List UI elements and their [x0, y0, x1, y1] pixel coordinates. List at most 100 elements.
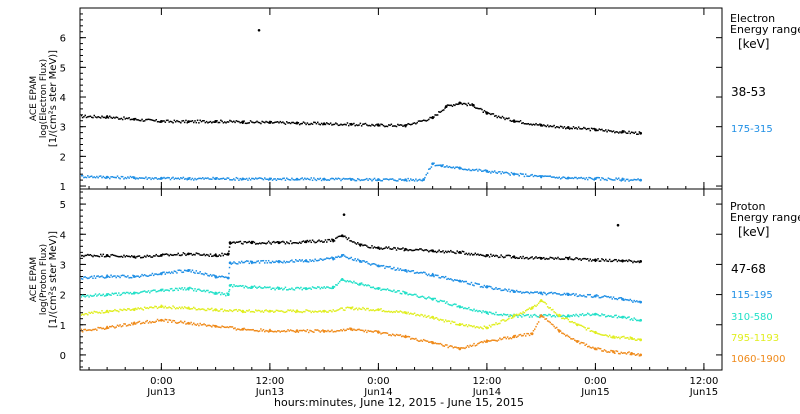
data-dot	[572, 177, 575, 180]
data-dot	[431, 272, 434, 275]
data-dot	[484, 326, 487, 329]
data-dot	[447, 250, 449, 253]
data-dot	[539, 300, 541, 303]
data-dot	[125, 325, 128, 327]
data-dot	[261, 310, 263, 312]
data-dot	[482, 170, 484, 172]
data-dot	[238, 309, 240, 311]
data-dot	[435, 274, 438, 277]
legend-entry-175-315: 175-315	[731, 124, 773, 135]
data-dot	[221, 292, 223, 294]
data-dot	[608, 296, 611, 299]
data-dot	[532, 314, 535, 316]
data-dot	[535, 122, 537, 125]
data-dot	[205, 177, 208, 180]
data-dot	[97, 176, 99, 179]
data-dot	[149, 118, 151, 121]
data-dot	[490, 286, 492, 288]
data-dot	[535, 175, 537, 177]
data-dot	[202, 120, 204, 122]
data-dot	[336, 236, 338, 239]
data-dot	[438, 300, 440, 303]
data-dot	[192, 271, 195, 274]
data-dot	[332, 240, 334, 243]
data-dot	[324, 123, 327, 126]
data-dot	[322, 259, 324, 261]
data-dot	[602, 177, 604, 180]
data-dot	[509, 290, 511, 293]
data-dot	[368, 330, 371, 333]
data-dot	[512, 289, 514, 292]
data-dot	[488, 285, 491, 288]
data-dot	[519, 290, 522, 293]
data-dot	[439, 251, 442, 253]
data-dot	[501, 115, 504, 118]
data-dot	[251, 310, 253, 313]
data-dot	[509, 119, 511, 122]
data-dot	[430, 275, 433, 277]
data-dot	[561, 294, 563, 296]
data-dot	[161, 305, 164, 308]
data-dot	[391, 311, 394, 314]
data-dot	[420, 313, 422, 316]
data-dot	[440, 343, 443, 346]
data-dot	[499, 256, 501, 258]
data-dot	[444, 166, 447, 168]
data-dot	[549, 314, 551, 316]
data-dot	[413, 180, 416, 182]
data-dot	[154, 255, 156, 257]
data-dot	[335, 284, 337, 286]
data-dot	[408, 336, 411, 338]
data-dot	[602, 334, 604, 336]
data-dot	[546, 258, 549, 260]
data-dot	[530, 256, 532, 259]
data-dot	[617, 177, 620, 179]
data-dot	[615, 258, 617, 261]
data-dot	[258, 262, 261, 264]
data-dot	[163, 176, 165, 179]
data-dot	[630, 318, 633, 320]
data-dot	[632, 319, 634, 321]
data-dot	[422, 271, 425, 273]
data-dot	[394, 269, 396, 271]
data-dot	[471, 325, 474, 328]
data-dot	[187, 120, 190, 123]
data-dot	[375, 263, 377, 266]
data-dot	[549, 256, 551, 259]
data-dot	[332, 123, 334, 126]
data-dot	[362, 306, 364, 309]
data-dot	[326, 122, 328, 124]
data-dot	[185, 254, 187, 257]
data-dot	[83, 176, 85, 179]
data-dot	[376, 246, 378, 249]
data-dot	[229, 261, 231, 263]
data-dot	[233, 120, 235, 123]
data-dot	[540, 124, 542, 126]
data-dot	[137, 307, 139, 309]
data-dot	[320, 179, 323, 182]
data-dot	[470, 309, 473, 311]
data-dot	[496, 172, 499, 174]
data-dot	[274, 261, 276, 263]
data-dot	[155, 290, 158, 293]
data-dot	[539, 256, 541, 259]
data-dot	[428, 273, 430, 276]
data-dot	[186, 307, 189, 310]
data-dot	[146, 307, 148, 309]
data-dot	[371, 309, 373, 312]
data-dot	[138, 308, 141, 310]
data-dot	[627, 351, 629, 354]
data-dot	[99, 294, 102, 297]
data-dot	[514, 257, 517, 259]
data-dot	[279, 241, 282, 244]
data-dot	[545, 257, 548, 260]
data-dot	[355, 260, 358, 262]
data-dot	[359, 179, 362, 182]
data-dot	[371, 123, 373, 126]
data-dot	[313, 177, 315, 179]
data-dot	[417, 296, 420, 298]
data-dot	[322, 241, 324, 243]
data-dot	[500, 338, 502, 341]
data-dot	[581, 313, 584, 315]
data-dot	[616, 178, 619, 181]
